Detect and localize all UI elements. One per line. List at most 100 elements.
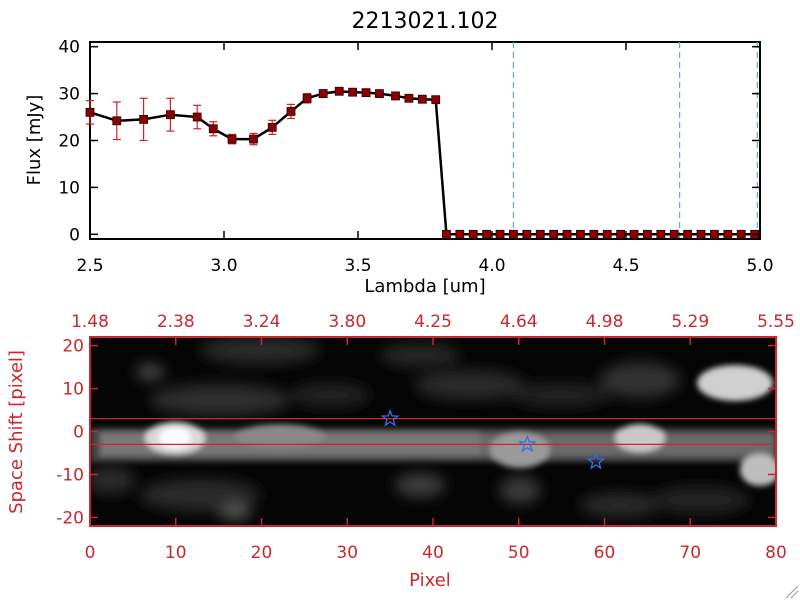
image-top-wavelength-ticks: 1.48 2.38 3.24 3.80 4.25 4.64 4.98 5.29 5.55 bbox=[71, 312, 795, 345]
spectrum-x-ticks: 2.5 3.0 3.5 4.0 4.5 5.0 bbox=[76, 42, 774, 276]
image-x-tick-label: 0 bbox=[85, 543, 96, 563]
image-x-tick-label: 60 bbox=[594, 543, 616, 563]
spectrum-point bbox=[495, 229, 505, 239]
image-top-tick-label: 5.29 bbox=[671, 312, 709, 332]
image-x-tick-label: 10 bbox=[165, 543, 187, 563]
spectrum-point bbox=[455, 229, 465, 239]
spectrum-point bbox=[669, 229, 679, 239]
spectrum-point bbox=[468, 229, 478, 239]
spectral-image-noise bbox=[90, 337, 750, 520]
spectrum-point bbox=[404, 93, 414, 103]
spectrum-point bbox=[535, 229, 545, 239]
spectrum-point bbox=[112, 116, 122, 126]
spectrum-point bbox=[431, 95, 441, 105]
spectrum-y-tick-label: 40 bbox=[58, 38, 80, 58]
spectrum-point bbox=[208, 124, 218, 134]
spectrum-y-ticks: 0 10 20 30 40 bbox=[58, 38, 760, 245]
image-y-tick-label: -10 bbox=[56, 465, 84, 485]
spectrum-point bbox=[602, 229, 612, 239]
spectrum-x-tick-label: 4.5 bbox=[612, 256, 639, 276]
image-x-tick-label: 70 bbox=[679, 543, 701, 563]
spectrum-point bbox=[348, 87, 358, 97]
spectrum-x-axis-label: Lambda [um] bbox=[364, 276, 485, 297]
image-top-tick-label: 4.98 bbox=[586, 312, 624, 332]
spectrum-point bbox=[85, 107, 95, 117]
spectrum-point bbox=[318, 89, 328, 98]
spectrum-point bbox=[562, 229, 572, 239]
spectrum-x-tick-label: 4.0 bbox=[478, 256, 505, 276]
spectrum-point bbox=[576, 229, 585, 239]
spectrum-point bbox=[391, 91, 400, 101]
image-y-tick-label: 20 bbox=[62, 337, 84, 357]
source-markers bbox=[380, 408, 606, 470]
spectrum-y-tick-label: 0 bbox=[69, 225, 80, 245]
image-y-tick-label: 0 bbox=[73, 423, 84, 443]
spectral-image bbox=[90, 337, 776, 520]
spectrum-point bbox=[643, 229, 652, 239]
image-top-tick-label: 5.55 bbox=[757, 312, 795, 332]
spectrum-vlines bbox=[512, 42, 758, 239]
source-star-marker bbox=[517, 434, 537, 453]
spectrum-x-tick-label: 2.5 bbox=[76, 256, 103, 276]
image-y-ticks: 20 10 0 -10 -20 bbox=[56, 337, 776, 528]
spectrum-point bbox=[656, 229, 666, 239]
spectrum-point bbox=[267, 122, 277, 132]
image-y-axis-label: Space Shift [pixel] bbox=[6, 350, 27, 514]
spectrum-point bbox=[629, 229, 639, 239]
image-x-tick-label: 30 bbox=[336, 543, 358, 563]
spectrum-point bbox=[334, 86, 344, 96]
image-x-tick-label: 80 bbox=[765, 543, 787, 563]
spectrum-point bbox=[589, 229, 599, 239]
spectrum-y-axis-label: Flux [mJy] bbox=[24, 95, 45, 186]
source-star-marker bbox=[586, 451, 606, 470]
image-top-tick-label: 2.38 bbox=[157, 312, 195, 332]
image-top-tick-label: 4.25 bbox=[414, 312, 452, 332]
spectrum-point bbox=[227, 134, 237, 144]
spectrum-point bbox=[549, 229, 559, 239]
spectrum-point bbox=[139, 114, 149, 124]
image-top-tick-label: 4.64 bbox=[500, 312, 538, 332]
spectrum-plot-frame bbox=[89, 41, 761, 240]
spectrum-series-line bbox=[89, 89, 755, 236]
spectrum-point bbox=[165, 110, 175, 120]
spectrum-point bbox=[710, 229, 719, 239]
spectrum-x-tick-label: 3.5 bbox=[344, 256, 371, 276]
image-top-tick-label: 1.48 bbox=[71, 312, 109, 332]
image-x-tick-label: 50 bbox=[508, 543, 530, 563]
spectrum-point bbox=[249, 134, 258, 144]
image-x-tick-label: 40 bbox=[422, 543, 444, 563]
resize-grip-icon[interactable] bbox=[785, 585, 799, 599]
extraction-lines bbox=[90, 418, 776, 445]
spectrum-point bbox=[616, 229, 626, 239]
image-top-tick-label: 3.80 bbox=[328, 312, 366, 332]
spectrum-point bbox=[286, 107, 296, 116]
spectrum-point bbox=[482, 229, 492, 239]
chart-title: 2213021.102 bbox=[352, 9, 499, 34]
spectrum-point bbox=[509, 229, 518, 239]
spectrum-point bbox=[417, 94, 427, 104]
spectrum-point bbox=[361, 88, 371, 98]
spectrum-point bbox=[375, 89, 384, 98]
image-y-tick-label: -20 bbox=[56, 508, 84, 528]
spectrum-errorbars bbox=[86, 88, 440, 146]
spectrum-point bbox=[192, 112, 202, 122]
source-star-marker bbox=[380, 408, 400, 427]
spectrum-point bbox=[302, 93, 312, 103]
spectrum-point bbox=[683, 229, 693, 239]
spectral-image-panel: 0 10 20 30 40 50 60 70 80 20 10 0 -10 -20 1.48 2.38 3.… bbox=[6, 312, 795, 591]
spectrum-point bbox=[696, 229, 706, 239]
spectrum-x-tick-label: 3.0 bbox=[210, 256, 237, 276]
spectrum-point bbox=[723, 229, 733, 239]
spectrum-markers bbox=[85, 86, 760, 239]
spectrum-x-tick-label: 5.0 bbox=[746, 256, 773, 276]
image-x-axis-label: Pixel bbox=[409, 570, 451, 591]
image-x-ticks: 0 10 20 30 40 50 60 70 80 bbox=[85, 518, 787, 563]
spectrum-point bbox=[736, 229, 746, 239]
spectrum-y-tick-label: 30 bbox=[58, 85, 80, 105]
image-top-tick-label: 3.24 bbox=[243, 312, 281, 332]
spectrum-point bbox=[442, 229, 451, 239]
spectrum-point bbox=[522, 229, 532, 239]
spectrum-y-tick-label: 20 bbox=[58, 132, 80, 152]
image-y-tick-label: 10 bbox=[62, 380, 84, 400]
